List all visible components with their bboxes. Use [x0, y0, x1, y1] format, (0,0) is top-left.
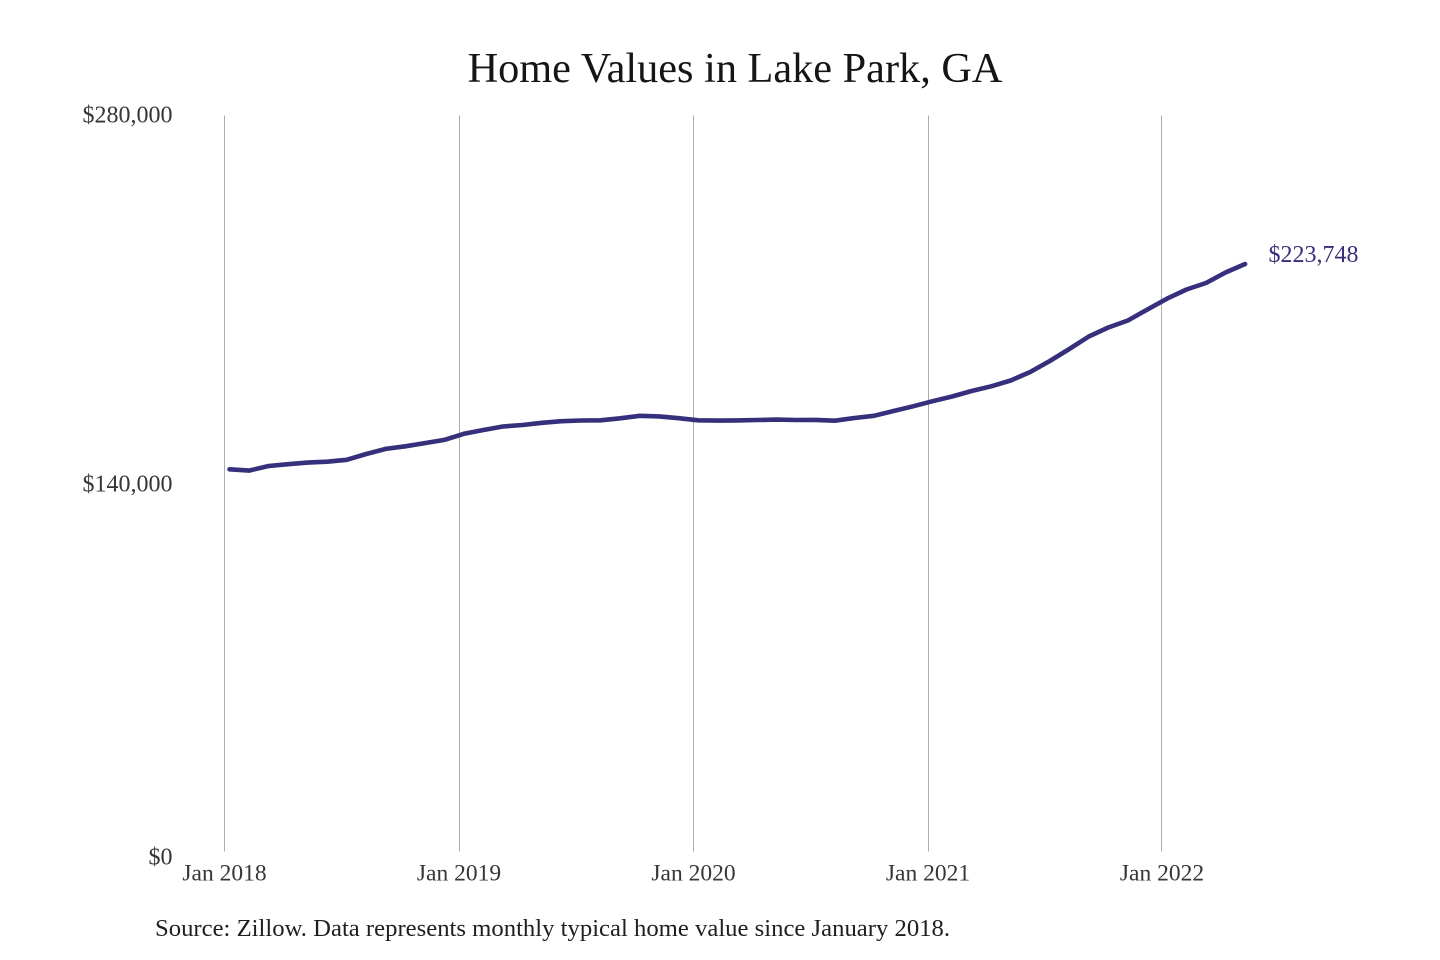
- svg-text:Jan 2021: Jan 2021: [886, 861, 970, 887]
- svg-text:Jan 2019: Jan 2019: [417, 861, 501, 887]
- svg-text:$280,000: $280,000: [83, 103, 173, 129]
- svg-text:Source: Zillow. Data represent: Source: Zillow. Data represents monthly …: [155, 915, 950, 942]
- svg-text:Jan 2020: Jan 2020: [651, 861, 735, 887]
- svg-text:$223,748: $223,748: [1269, 242, 1359, 268]
- svg-text:$140,000: $140,000: [83, 472, 173, 498]
- svg-text:Home Values in Lake Park, GA: Home Values in Lake Park, GA: [468, 45, 1003, 92]
- svg-text:Jan 2022: Jan 2022: [1120, 861, 1204, 887]
- svg-text:$0: $0: [149, 844, 173, 870]
- svg-text:Jan 2018: Jan 2018: [182, 861, 266, 887]
